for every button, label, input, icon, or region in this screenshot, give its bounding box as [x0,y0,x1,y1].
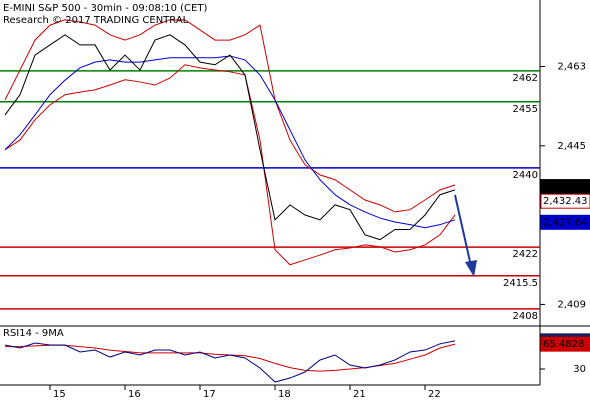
level-label: 2440 [513,170,538,181]
y-tick-label: 2,445 [557,141,586,152]
price-marker [540,214,590,230]
forecast-arrow [454,194,472,267]
level-label: 2455 [513,104,538,115]
price-marker-label: 2,432.43 [543,196,588,207]
x-tick-label: 17 [203,389,216,400]
x-tick-label: 16 [128,389,141,400]
price-marker [540,193,590,209]
level-label: 2408 [513,311,538,322]
series-line [4,34,456,241]
series-line [4,64,456,266]
price-marker [540,179,590,195]
price-marker [540,336,590,352]
series-line [4,340,456,383]
series-line [4,55,456,229]
price-marker-label: 2,435.75 [543,182,588,193]
series-line [4,19,456,213]
level-label: 2462 [513,73,538,84]
price-marker-label: 2,427.64 [543,217,588,228]
level-label: 2415.5 [503,278,538,289]
chart-title: E-MINI S&P 500 - 30min - 09:08:10 (CET) [3,3,207,14]
level-label: 2422 [513,249,538,260]
forecast-arrowhead [465,260,477,277]
x-tick-label: 21 [353,389,366,400]
x-tick-label: 15 [53,389,66,400]
chart-subtitle: Research © 2017 TRADING CENTRAL [3,15,189,26]
y-tick-label: 2,463 [557,62,586,73]
plot: 2,4632,4452,4272,40924622455244024222415… [0,19,590,400]
rsi-title: RSI14 - 9MA [3,328,64,339]
y-tick-label: 30 [573,364,586,375]
x-tick-label: 22 [428,389,441,400]
x-tick-label: 18 [278,389,291,400]
price-marker-label: 65.4828 [543,339,584,350]
y-tick-label: 2,409 [557,299,586,310]
